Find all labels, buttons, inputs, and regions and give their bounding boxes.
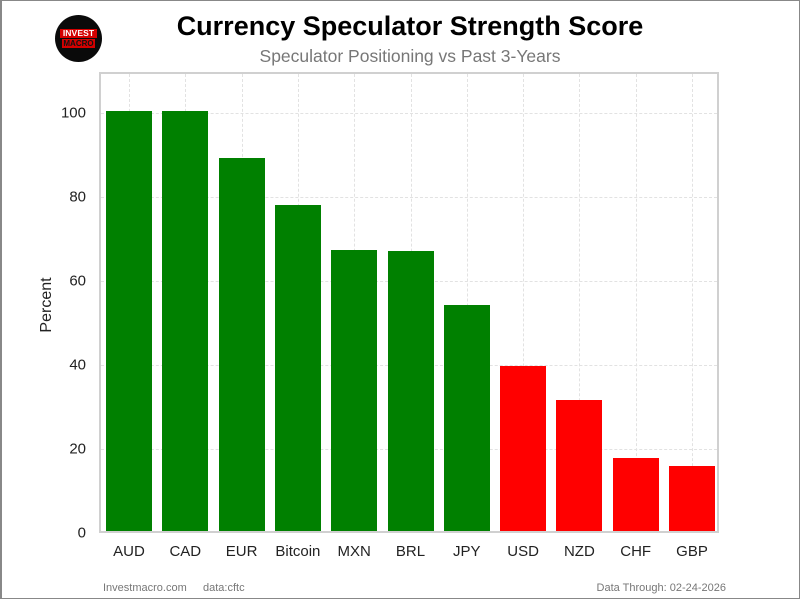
gridline-vertical [692, 74, 693, 531]
gridline-vertical [466, 74, 468, 531]
bar-bitcoin [274, 205, 321, 531]
gridline-horizontal [101, 113, 717, 114]
y-tick-label: 60 [69, 272, 86, 290]
bar-brl [387, 250, 434, 531]
logo-text-invest: INVEST [60, 29, 97, 38]
x-tick-label: Bitcoin [275, 543, 321, 560]
bar-aud [106, 111, 152, 531]
x-tick-label: BRL [395, 543, 426, 560]
gridline-vertical [635, 74, 637, 531]
gridline-horizontal [101, 197, 717, 198]
footer-source: data:cftc [203, 582, 245, 594]
bar-usd [500, 365, 547, 531]
x-tick-label: MXN [337, 543, 371, 560]
y-axis-label: Percent [38, 277, 55, 333]
y-tick-label: 80 [69, 188, 86, 206]
bar-mxn [331, 249, 378, 531]
bar-eur [218, 158, 265, 531]
gridline-vertical [579, 74, 581, 531]
x-tick-label: CAD [169, 543, 202, 560]
plot-area [99, 72, 719, 533]
y-tick-label: 100 [60, 104, 86, 122]
bar-chf [612, 457, 659, 531]
chart-title: Currency Speculator Strength Score [176, 11, 644, 41]
x-tick-label: NZD [563, 543, 595, 560]
x-tick-label: EUR [225, 543, 258, 560]
y-tick-label: 40 [69, 356, 86, 374]
x-tick-label: AUD [113, 543, 145, 560]
y-tick-label: 0 [77, 524, 86, 542]
x-tick-label: GBP [676, 543, 708, 560]
chart-subtitle: Speculator Positioning vs Past 3-Years [259, 46, 561, 66]
bar-gbp [669, 465, 715, 531]
gridline-vertical [523, 74, 525, 531]
bar-jpy [443, 304, 490, 531]
x-tick-label: USD [507, 543, 539, 560]
bar-nzd [556, 399, 603, 531]
x-tick-label: JPY [453, 543, 481, 560]
footer-data-through: Data Through: 02-24-2026 [596, 582, 726, 594]
x-tick-label: CHF [620, 543, 652, 560]
logo-text-macro: MACRO [62, 39, 95, 48]
y-tick-label: 20 [69, 440, 86, 458]
bar-cad [162, 111, 209, 531]
investmacro-logo: INVEST MACRO [55, 15, 102, 62]
footer-site: Investmacro.com [103, 582, 187, 594]
